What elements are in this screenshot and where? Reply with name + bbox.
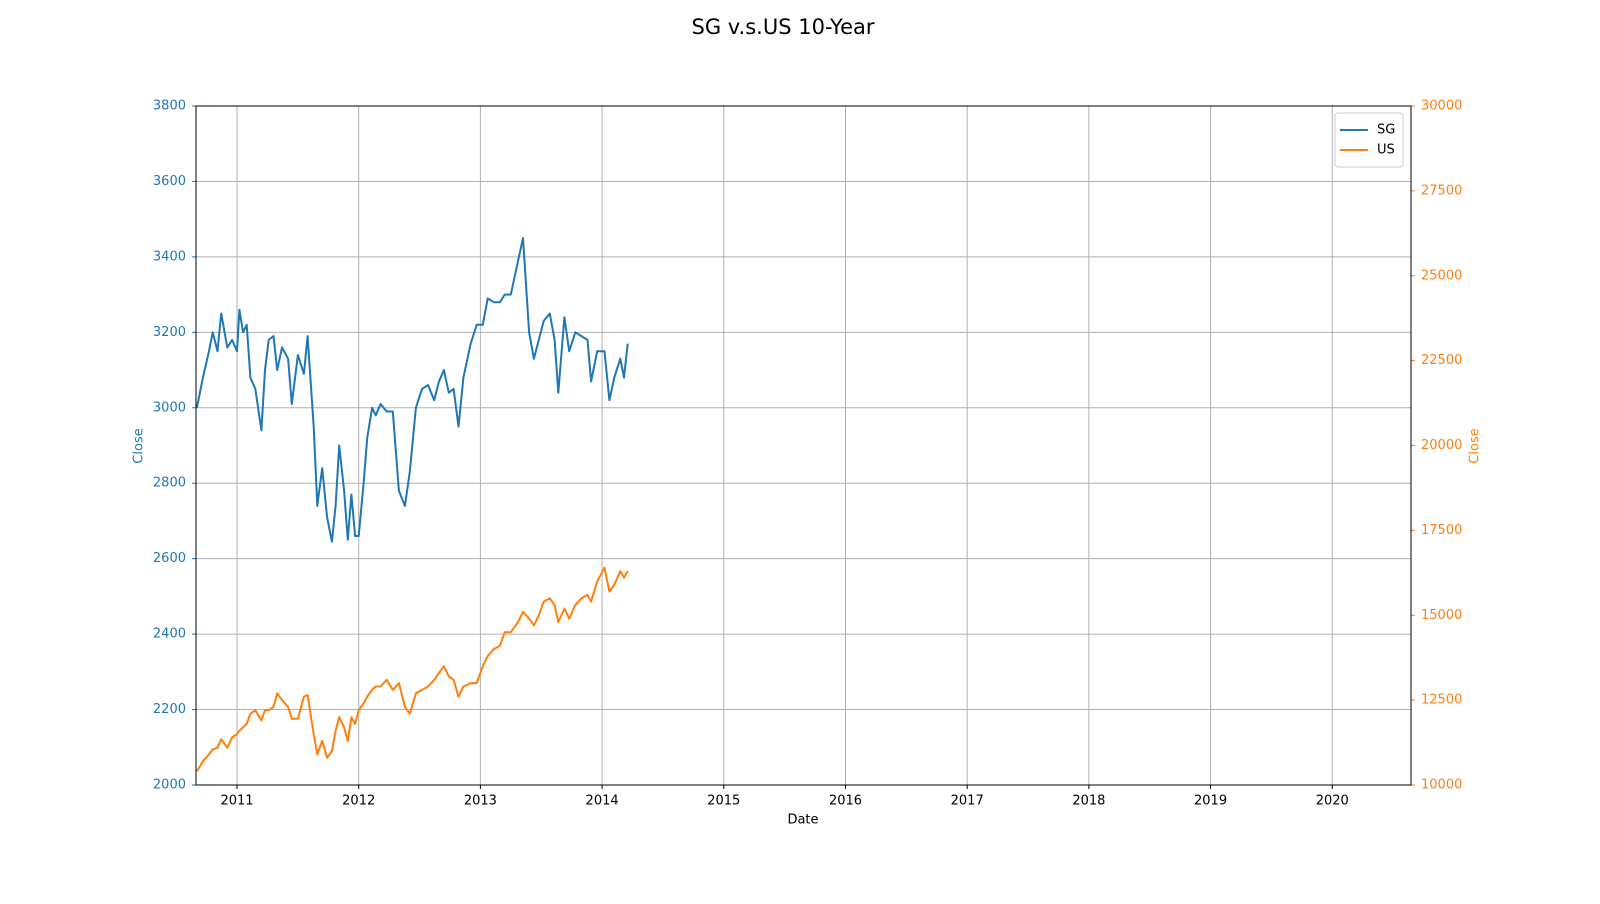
y-tick-label: 3600	[153, 174, 186, 189]
line	[195, 237, 629, 543]
y-tick-label: 3800	[153, 99, 186, 114]
y-tick-label: 2000	[153, 778, 186, 793]
y2-tick-label: 20000	[1421, 438, 1462, 453]
legend-label: SG	[1377, 123, 1395, 138]
x-tick-label: 2018	[1072, 794, 1105, 809]
x-tick-label: 2020	[1316, 794, 1349, 809]
y-tick-label: 3400	[153, 249, 186, 264]
y2-tick-label: 17500	[1421, 523, 1462, 538]
x-tick-label: 2012	[342, 794, 375, 809]
y2-tick-label: 22500	[1421, 353, 1462, 368]
y-axis-label: Close	[132, 428, 147, 463]
legend-box	[1334, 112, 1404, 168]
y-tick-label: 3200	[153, 325, 186, 340]
y2-tick-label: 25000	[1421, 268, 1462, 283]
x-tick-label: 2013	[464, 794, 497, 809]
x-tick-label: 2011	[220, 794, 253, 809]
line	[196, 566, 629, 772]
y2-tick-label: 30000	[1421, 99, 1462, 114]
y-tick-label: 2800	[153, 476, 186, 491]
y-tick-label: 2200	[153, 702, 186, 717]
legend-label: US	[1377, 143, 1395, 158]
y2-axis-label: Close	[1468, 428, 1483, 463]
x-axis-label: Date	[787, 813, 818, 828]
x-tick-label: 2017	[951, 794, 984, 809]
x-tick-label: 2014	[586, 794, 619, 809]
chart-title: SG v.s.US 10-Year	[691, 15, 874, 39]
y2-tick-label: 15000	[1421, 608, 1462, 623]
y-tick-label: 3000	[153, 400, 186, 415]
y-tick-label: 2600	[153, 551, 186, 566]
y2-tick-label: 12500	[1421, 693, 1462, 708]
y2-tick-label: 10000	[1421, 778, 1462, 793]
x-tick-label: 2015	[707, 794, 740, 809]
x-tick-label: 2019	[1194, 794, 1227, 809]
y-tick-label: 2400	[153, 627, 186, 642]
x-tick-label: 2016	[829, 794, 862, 809]
plot-frame	[195, 105, 1412, 786]
y2-tick-label: 27500	[1421, 183, 1462, 198]
